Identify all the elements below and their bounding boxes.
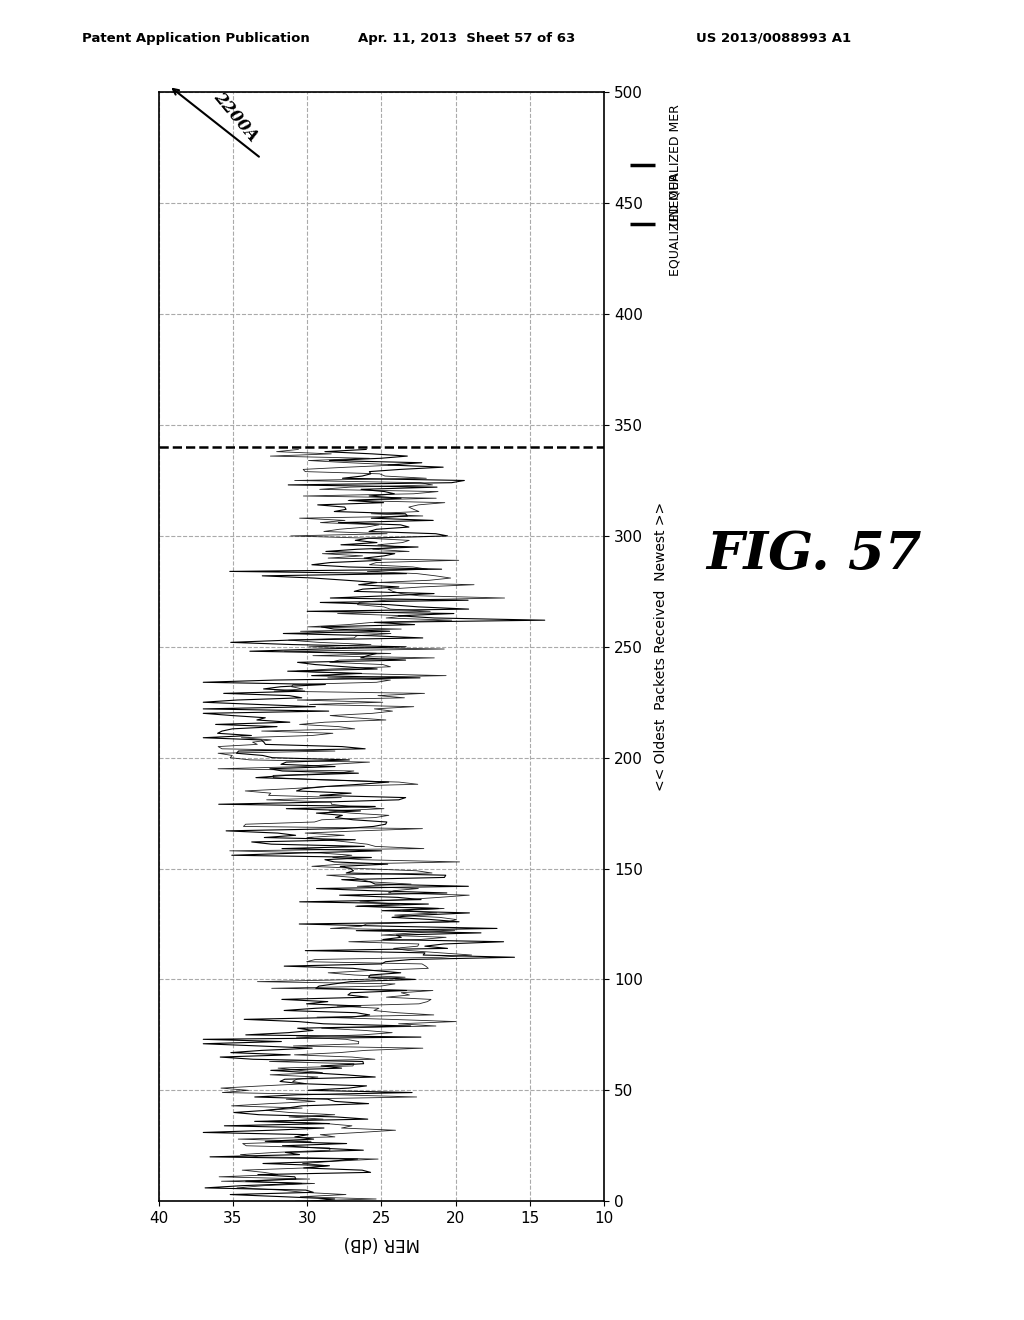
Text: 2200A: 2200A [210,88,261,145]
Text: EQUALIZED MER: EQUALIZED MER [669,173,682,276]
Text: Patent Application Publication: Patent Application Publication [82,32,309,45]
Text: UNEQUALIZED MER: UNEQUALIZED MER [669,104,682,226]
X-axis label: MER (dB): MER (dB) [343,1234,420,1253]
Y-axis label: << Oldest  Packets Received  Newest >>: << Oldest Packets Received Newest >> [654,502,668,792]
Text: Apr. 11, 2013  Sheet 57 of 63: Apr. 11, 2013 Sheet 57 of 63 [358,32,575,45]
Text: US 2013/0088993 A1: US 2013/0088993 A1 [696,32,851,45]
Text: FIG. 57: FIG. 57 [707,529,922,579]
